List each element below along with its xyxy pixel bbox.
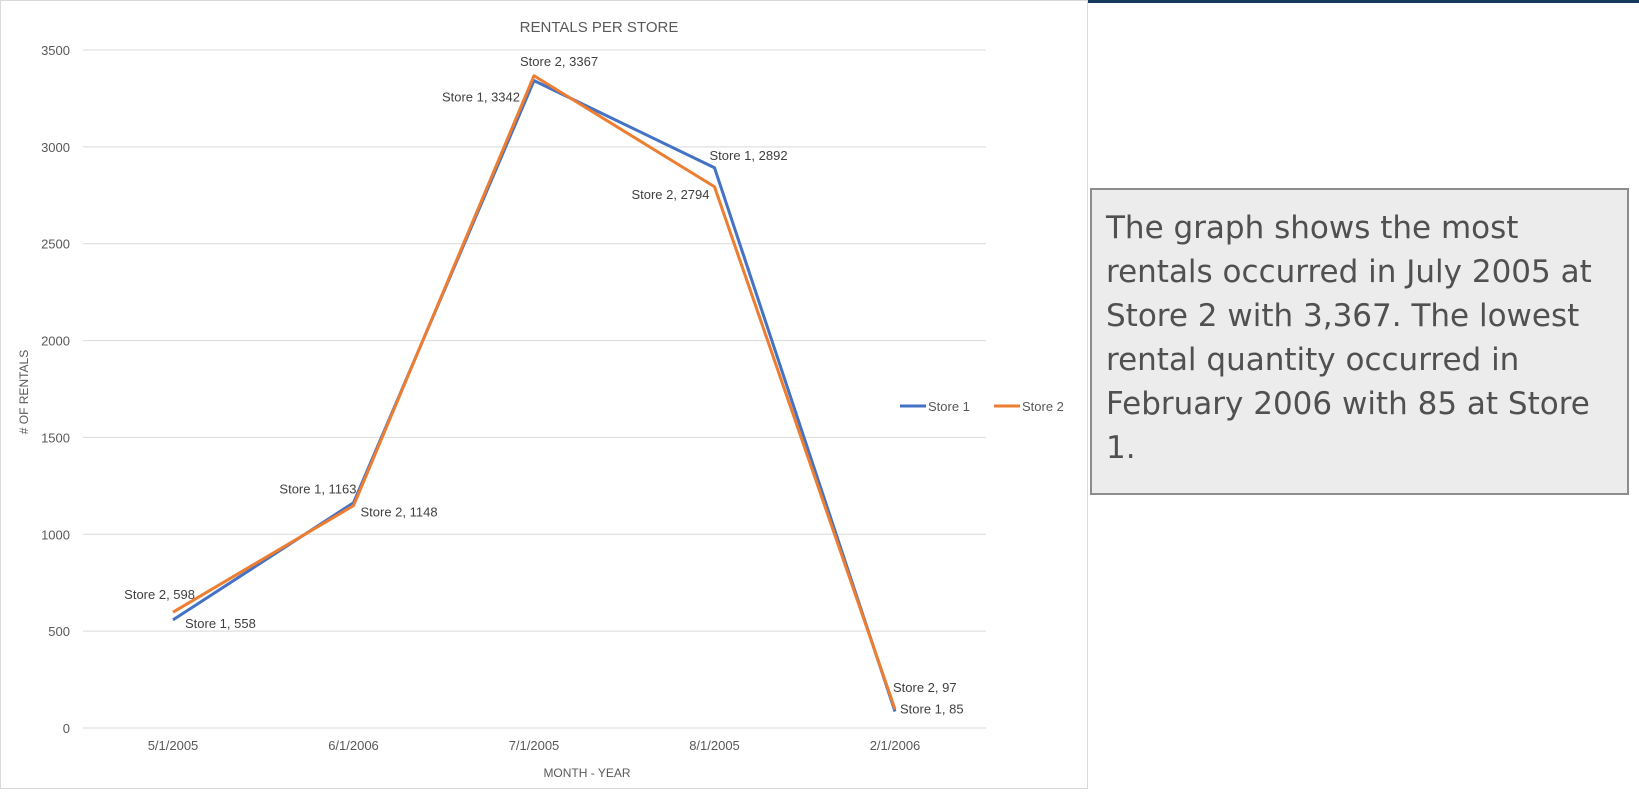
data-label: Store 2, 2794 [631, 187, 709, 202]
data-labels: Store 1, 558 Store 1, 1163 Store 1, 3342 St… [124, 54, 963, 717]
legend-label-store-1: Store 1 [928, 399, 970, 414]
data-label: Store 2, 3367 [520, 54, 598, 69]
data-label: Store 1, 2892 [710, 148, 788, 163]
y-tick-label: 2000 [41, 334, 70, 349]
data-label: Store 1, 3342 [442, 90, 520, 105]
x-axis-ticks: 5/1/2005 6/1/2006 7/1/2005 8/1/2005 2/1/2006 [148, 738, 921, 753]
series-lines [172, 74, 897, 713]
y-tick-label: 0 [63, 721, 70, 736]
legend: Store 1 Store 2 [900, 399, 1064, 414]
line-chart: 0 500 1000 1500 2000 2500 3000 3500 5/1/2005 6/1… [17, 19, 1064, 780]
x-tick-label: 6/1/2006 [328, 738, 379, 753]
chart-title: RENTALS PER STORE [520, 19, 679, 36]
data-label: Store 2, 1148 [361, 505, 438, 520]
data-label: Store 1, 85 [900, 702, 964, 717]
y-tick-label: 3000 [41, 140, 70, 155]
data-label: Store 1, 1163 [279, 482, 356, 497]
series-line-store-2 [172, 74, 897, 710]
x-tick-label: 5/1/2005 [148, 738, 199, 753]
chart-area: 0 500 1000 1500 2000 2500 3000 3500 5/1/2005 6/1… [0, 0, 1088, 789]
y-tick-label: 3500 [41, 43, 70, 58]
data-label: Store 2, 97 [893, 680, 957, 695]
x-tick-label: 2/1/2006 [870, 738, 921, 753]
summary-callout: The graph shows the most rentals occurre… [1090, 188, 1629, 495]
y-tick-label: 1000 [41, 527, 70, 542]
y-tick-label: 500 [48, 624, 70, 639]
y-tick-label: 2500 [41, 237, 70, 252]
y-axis-title: # OF RENTALS [17, 350, 31, 434]
x-tick-label: 7/1/2005 [509, 738, 560, 753]
x-tick-label: 8/1/2005 [689, 738, 740, 753]
y-tick-label: 1500 [41, 430, 70, 445]
x-axis-title: MONTH - YEAR [543, 766, 630, 780]
y-axis-ticks: 0 500 1000 1500 2000 2500 3000 3500 [41, 43, 70, 736]
legend-label-store-2: Store 2 [1022, 399, 1064, 414]
data-label: Store 1, 558 [185, 616, 256, 631]
data-label: Store 2, 598 [124, 587, 195, 602]
summary-text: The graph shows the most rentals occurre… [1106, 210, 1592, 466]
